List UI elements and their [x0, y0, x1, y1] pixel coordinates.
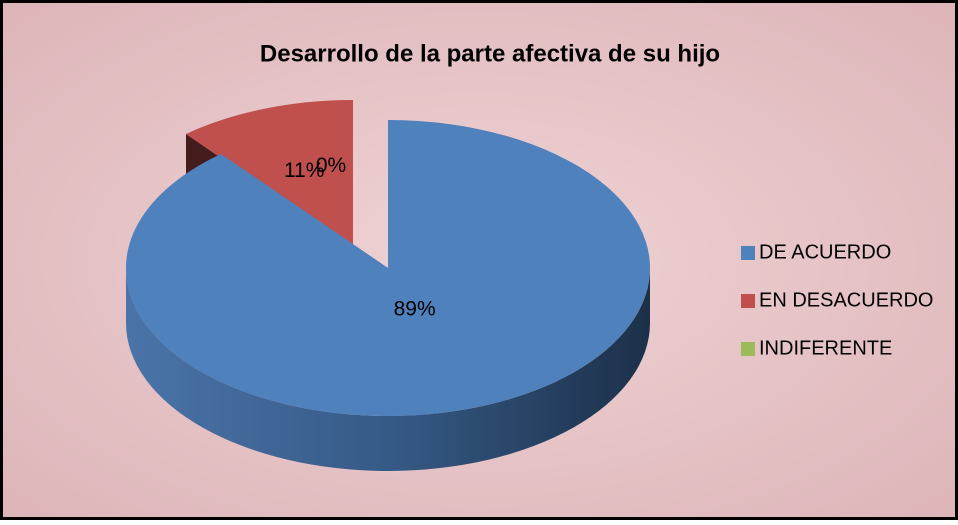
data-label: 0%	[316, 154, 346, 177]
legend-label: DE ACUERDO	[759, 241, 891, 263]
pie-slice	[185, 100, 353, 248]
legend-swatch	[741, 342, 755, 356]
data-label: 11%	[284, 159, 324, 182]
data-label: 89%	[394, 297, 436, 320]
pie-side	[126, 268, 650, 471]
legend-swatch	[741, 294, 755, 308]
chart-title: Desarrollo de la parte afectiva de su hi…	[260, 40, 720, 67]
legend-label: EN DESACUERDO	[759, 289, 933, 311]
legend-label: INDIFERENTE	[759, 337, 892, 359]
legend-swatch	[741, 246, 755, 260]
pie-slice	[125, 120, 650, 416]
